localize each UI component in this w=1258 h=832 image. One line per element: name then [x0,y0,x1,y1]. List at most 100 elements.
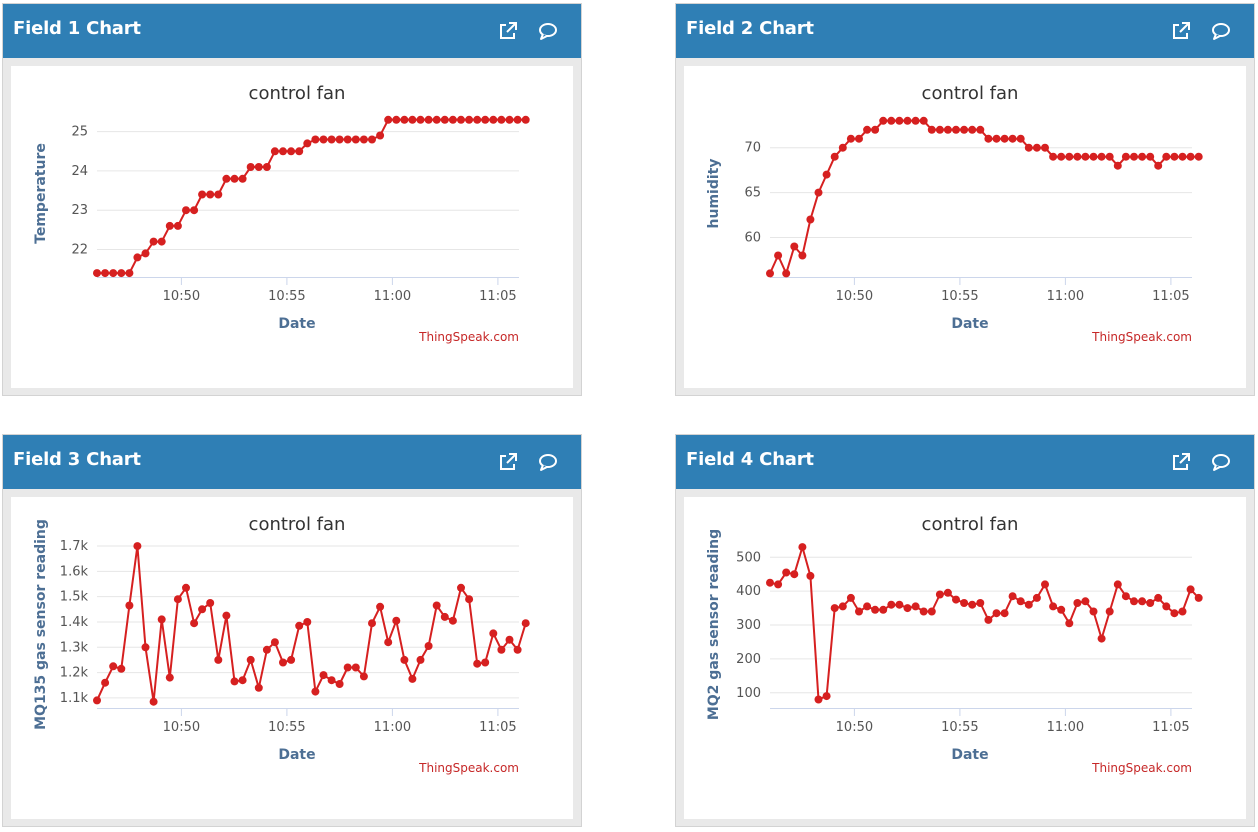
data-point [1057,605,1066,614]
chart-title: control fan [249,514,346,535]
data-point [992,134,1001,143]
y-tick-label: 22 [71,242,88,257]
data-point [424,642,433,650]
data-point [311,135,320,144]
x-tick-label: 11:00 [374,289,411,304]
data-point [432,601,441,610]
x-tick-label: 10:55 [268,289,305,304]
data-point [903,604,912,613]
x-axis-label: Date [278,316,315,332]
data-point [93,269,101,278]
data-point [1041,143,1049,152]
data-point [976,125,985,134]
data-point [206,190,215,199]
y-tick-label: 1.6k [60,564,89,579]
comment-icon[interactable] [1210,451,1232,473]
data-point [230,677,239,686]
data-point [895,600,904,609]
y-axis-label: Temperature [33,143,49,244]
data-point [497,645,506,654]
data-point [182,206,190,215]
data-point [287,147,296,156]
data-point [1138,152,1147,161]
data-point [351,663,360,672]
y-tick-label: 400 [736,584,761,599]
data-point [238,676,247,685]
chart-title: control fan [922,83,1019,104]
comment-icon[interactable] [537,451,559,473]
data-point [254,683,263,692]
chart-credit: ThingSpeak.com [418,330,519,344]
data-point [871,125,880,134]
data-point [822,170,831,179]
data-point [165,673,174,682]
data-point [254,163,263,171]
data-point [1008,134,1017,143]
data-point [1178,152,1187,161]
external-link-icon[interactable] [1170,20,1192,42]
panel-title: Field 1 Chart [13,18,141,39]
data-point [489,115,498,124]
data-point [1162,602,1171,611]
y-tick-label: 500 [736,550,761,565]
external-link-icon[interactable] [497,20,519,42]
chart-area: 1.1k 1.2k 1.3k 1.4k 1.5k 1.6k 1.7k 10:50 10:55 11… [11,497,573,819]
data-point [214,190,223,199]
comment-icon[interactable] [537,20,559,42]
data-point [206,599,215,607]
data-point [384,115,393,124]
data-point [1178,607,1187,616]
data-point [782,269,791,278]
data-point [327,676,336,685]
x-axis-label: Date [951,747,988,763]
data-point [149,237,158,246]
data-point [1113,580,1122,589]
y-tick-label: 24 [71,164,88,179]
data-point [1041,580,1049,589]
data-point [976,599,985,607]
data-point [465,595,474,604]
data-point [465,115,474,124]
series-line [769,119,1199,275]
data-point [1000,609,1009,618]
x-tick-label: 10:50 [836,720,873,735]
data-point [1170,152,1179,161]
data-point [416,115,425,124]
data-point [125,269,134,278]
data-point [376,602,385,611]
data-point [222,611,231,620]
panel-body: 60 65 70 10:50 10:55 11:00 11:05 control fan Dat… [676,58,1254,395]
data-point [790,570,799,579]
y-tick-label: 23 [71,203,88,218]
chart-svg: 60 65 70 10:50 10:55 11:00 11:05 control fan Dat… [706,83,1203,344]
data-point [1146,599,1155,607]
data-point [766,578,774,587]
data-point [182,583,190,592]
data-point [903,116,912,125]
data-point [935,590,944,599]
data-point [1032,143,1041,152]
data-point [1024,600,1033,609]
data-point [384,638,393,647]
data-point [173,595,182,604]
data-point [133,253,142,262]
data-point [814,695,823,704]
y-tick-label: 1.5k [60,590,89,605]
chart-credit: ThingSpeak.com [1091,761,1192,775]
panel-body: 100 200 300 400 500 10:50 10:55 11:00 11:05 contr… [676,489,1254,826]
x-axis-label: Date [278,747,315,763]
y-tick-label: 1.7k [60,539,89,554]
comment-icon[interactable] [1210,20,1232,42]
data-point [319,671,328,680]
data-point [838,143,847,152]
external-link-icon[interactable] [1170,451,1192,473]
x-axis-label: Date [951,316,988,332]
data-point [1130,152,1138,161]
data-point [335,135,344,144]
external-link-icon[interactable] [497,451,519,473]
data-point [782,568,791,577]
data-point [457,583,465,592]
data-point [1105,607,1114,616]
data-point [1097,634,1106,643]
data-point [457,115,465,124]
